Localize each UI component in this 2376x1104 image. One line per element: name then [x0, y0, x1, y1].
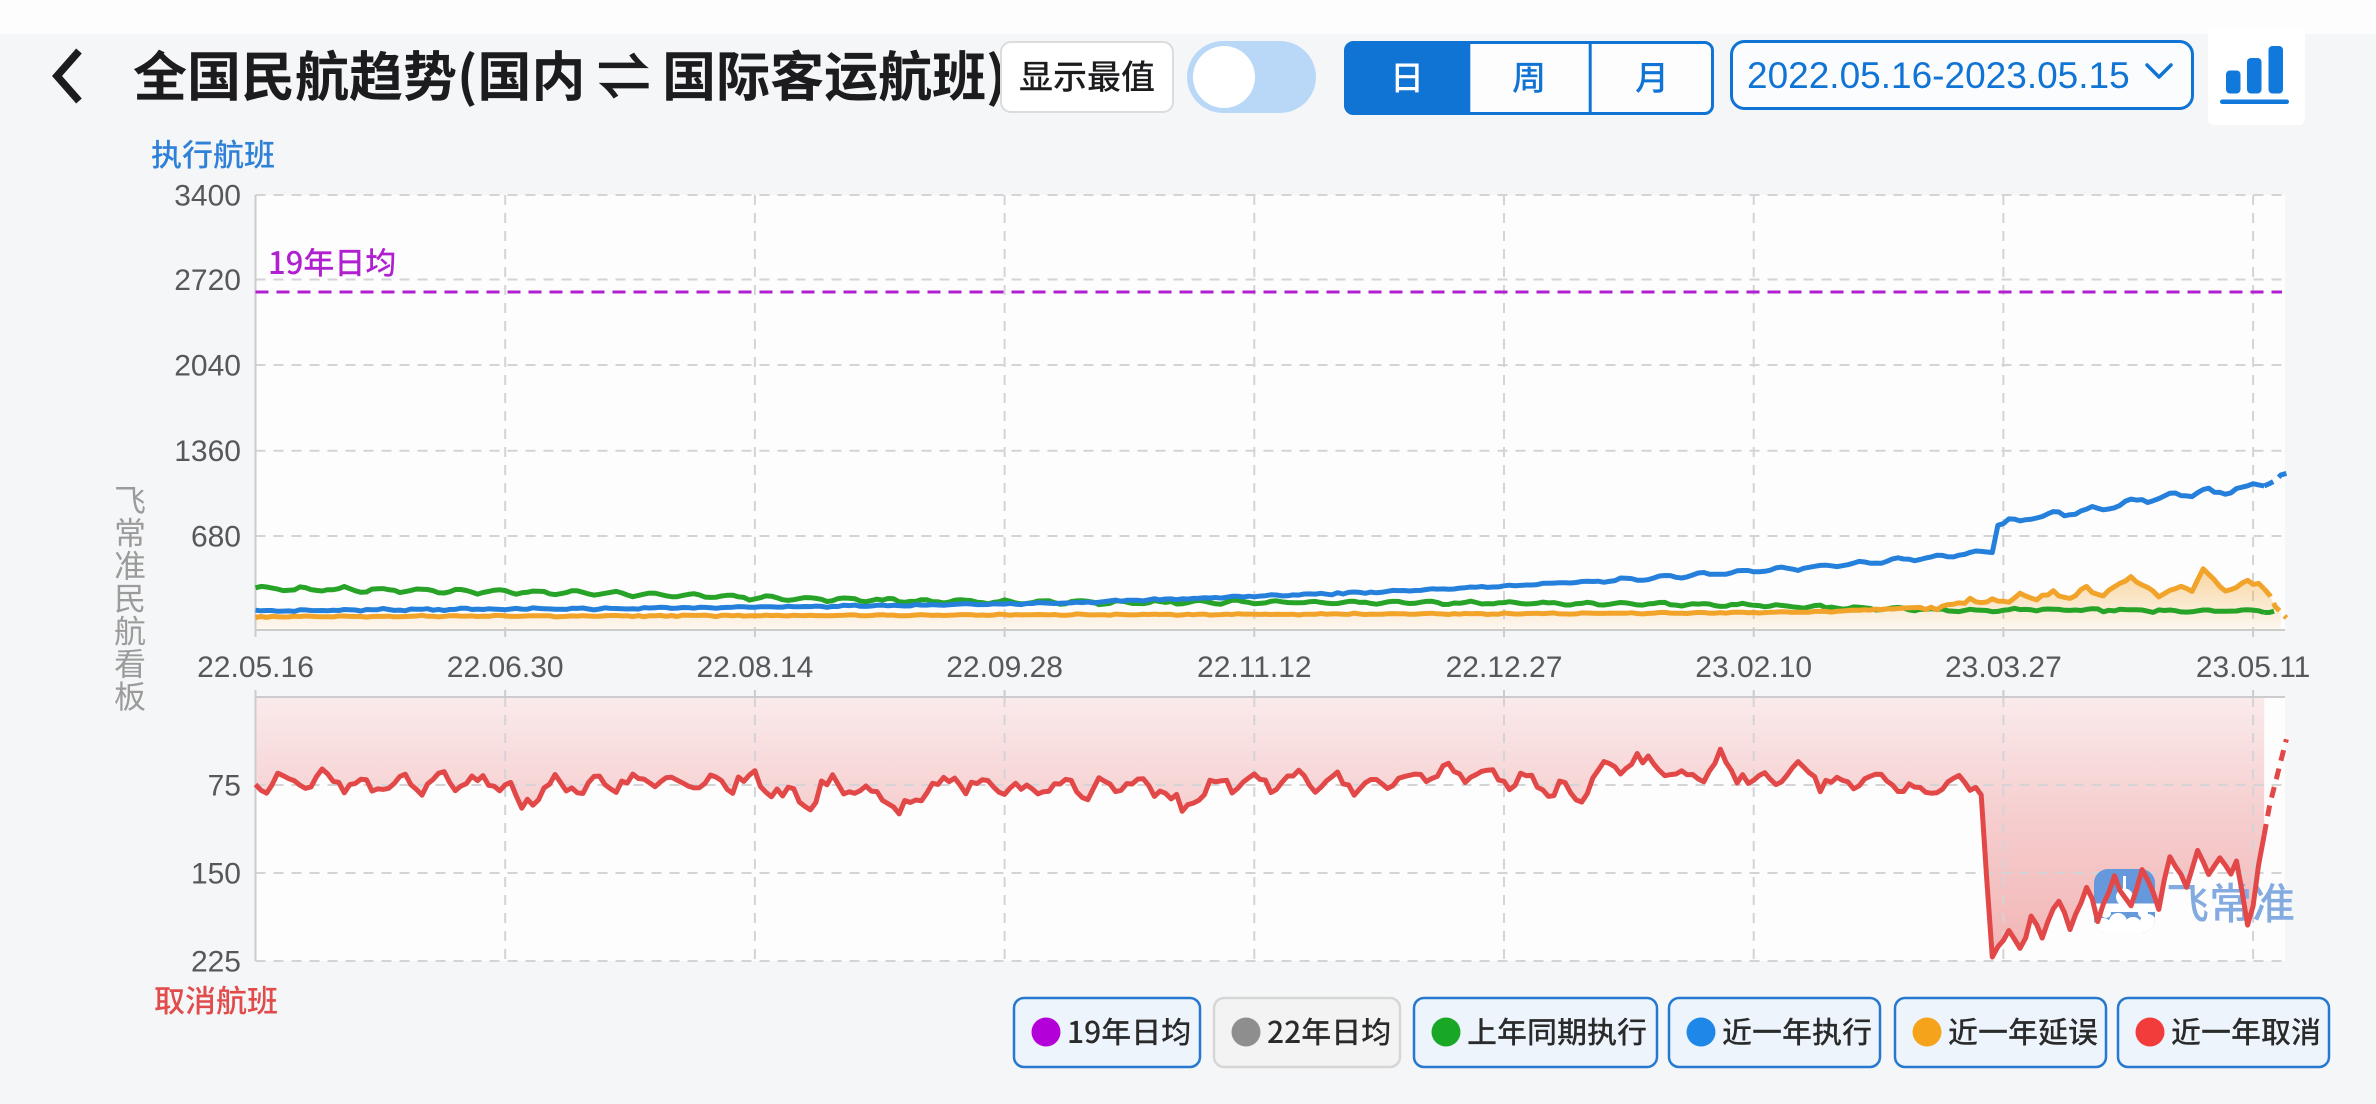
svg-text:23.03.27: 23.03.27 — [1945, 651, 2062, 684]
svg-text:150: 150 — [191, 858, 241, 891]
svg-text:2022.05.16-2023.05.15: 2022.05.16-2023.05.15 — [1747, 55, 2130, 96]
svg-text:22.11.12: 22.11.12 — [1197, 651, 1312, 684]
svg-text:2040: 2040 — [174, 350, 241, 383]
svg-text:22.08.14: 22.08.14 — [697, 651, 814, 684]
svg-text:3400: 3400 — [174, 180, 241, 213]
svg-text:22.09.28: 22.09.28 — [946, 651, 1063, 684]
svg-text:23.02.10: 23.02.10 — [1695, 651, 1812, 684]
svg-text:2720: 2720 — [174, 264, 241, 297]
svg-text:22.12.27: 22.12.27 — [1446, 651, 1563, 684]
svg-text:23.05.11: 23.05.11 — [2196, 651, 2311, 684]
svg-text:1360: 1360 — [174, 435, 241, 468]
svg-text:22.06.30: 22.06.30 — [447, 651, 564, 684]
svg-text:75: 75 — [208, 770, 241, 803]
svg-text:225: 225 — [191, 946, 241, 979]
svg-text:22.05.16: 22.05.16 — [197, 651, 314, 684]
svg-text:680: 680 — [191, 521, 241, 554]
